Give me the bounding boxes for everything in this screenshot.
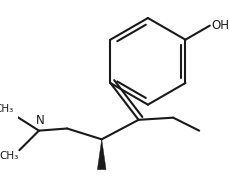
Text: CH₃: CH₃ [0,151,18,161]
Polygon shape [97,139,106,170]
Text: CH₃: CH₃ [0,104,14,114]
Text: N: N [35,114,44,127]
Text: OH: OH [210,19,228,32]
